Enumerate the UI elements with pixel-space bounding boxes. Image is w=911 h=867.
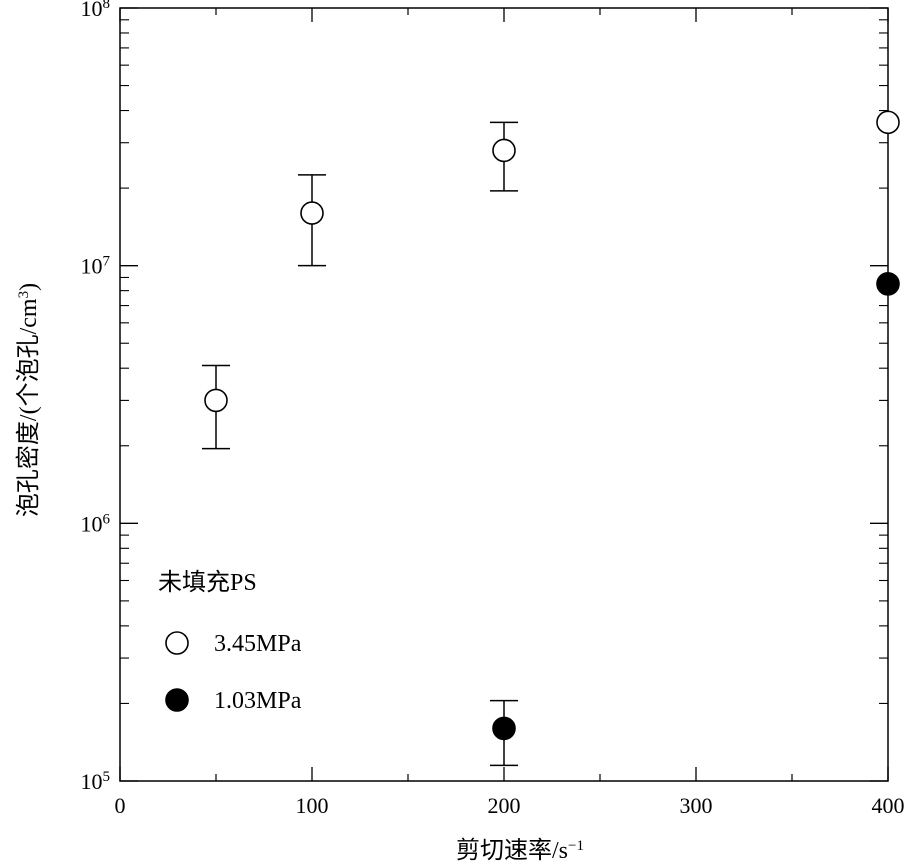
legend-title: 未填充PS xyxy=(158,569,257,596)
legend-marker-open xyxy=(165,631,189,655)
legend-label-1-03: 1.03MPa xyxy=(214,688,302,714)
y-tick-label: 108 xyxy=(81,0,111,21)
x-axis-label: 剪切速率/s−1 xyxy=(456,837,584,864)
data-point-open xyxy=(204,388,228,413)
data-marks xyxy=(202,110,900,767)
data-point-open xyxy=(492,138,516,163)
y-tick-base: 10 xyxy=(81,769,103,794)
x-tick-label: 0 xyxy=(115,793,126,818)
legend-label-3-45: 3.45MPa xyxy=(214,631,302,657)
y-axis-label-suffix: ) xyxy=(16,283,42,291)
y-tick-base: 10 xyxy=(81,0,103,21)
x-tick-label: 200 xyxy=(488,793,521,818)
y-axis-label-text: 泡孔密度/(个泡孔/cm xyxy=(15,298,42,517)
x-axis-label-text: 剪切速率/s xyxy=(456,837,568,864)
y-axis-label-exponent: 3 xyxy=(16,291,32,299)
y-tick-exponent: 7 xyxy=(103,254,111,270)
y-tick-exponent: 8 xyxy=(103,0,111,12)
data-point-open xyxy=(876,110,900,135)
y-tick-label: 105 xyxy=(81,769,111,794)
y-tick-exponent: 5 xyxy=(103,769,111,785)
y-axis-label: 泡孔密度/(个泡孔/cm3) xyxy=(15,283,42,517)
data-point-open xyxy=(300,201,324,225)
data-point-filled xyxy=(876,272,900,296)
y-tick-label: 107 xyxy=(81,254,111,279)
y-tick-exponent: 6 xyxy=(103,511,111,527)
x-tick-label: 300 xyxy=(680,793,713,818)
y-tick-base: 10 xyxy=(81,511,103,536)
axis-ticks xyxy=(119,7,889,782)
legend-marker-filled xyxy=(165,688,189,712)
x-tick-label: 100 xyxy=(296,793,329,818)
legend: 未填充PS 3.45MPa 1.03MPa xyxy=(158,569,302,714)
x-axis-label-exponent: −1 xyxy=(568,838,584,854)
y-tick-label: 106 xyxy=(81,511,111,536)
y-tick-base: 10 xyxy=(81,254,103,279)
data-point-filled xyxy=(492,716,516,741)
x-tick-label: 400 xyxy=(872,793,905,818)
